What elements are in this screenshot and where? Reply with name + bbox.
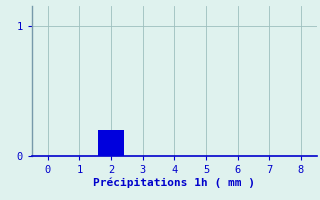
Bar (99, 130, 124, 156)
X-axis label: Précipitations 1h ( mm ): Précipitations 1h ( mm ) (93, 178, 255, 188)
